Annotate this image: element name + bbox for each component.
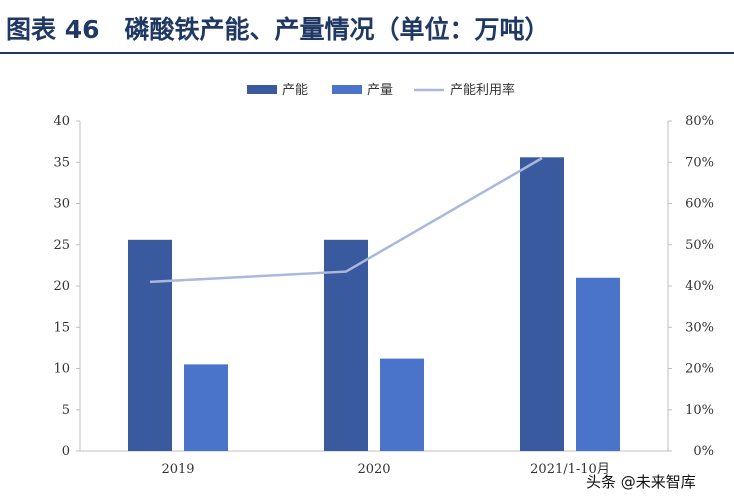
watermark: 头条 @未来智库 [586, 473, 696, 491]
y-tick-label: 20 [53, 279, 70, 294]
y-tick-label: 40 [53, 114, 70, 129]
title-underline [0, 52, 734, 54]
y2-tick-label: 80% [685, 114, 714, 129]
legend-label-rate: 产能利用率 [450, 82, 515, 98]
y2-tick-label: 70% [685, 155, 714, 170]
bar-output [576, 277, 620, 451]
legend-swatch-output [332, 85, 362, 94]
y-tick-label: 25 [53, 238, 70, 253]
y-tick-label: 30 [53, 197, 70, 212]
y2-tick-label: 50% [685, 238, 714, 253]
bar-capacity [128, 239, 172, 451]
bar-capacity [324, 239, 368, 451]
y2-tick-label: 0% [693, 444, 714, 459]
x-tick-label: 2019 [161, 462, 194, 477]
legend-label-output: 产量 [367, 83, 393, 98]
x-tick-label: 2020 [357, 462, 390, 477]
legend-swatch-capacity [247, 85, 277, 94]
bar-output [184, 364, 228, 451]
y-tick-label: 5 [62, 403, 70, 418]
y2-tick-label: 10% [685, 403, 714, 418]
bar-capacity [520, 157, 564, 452]
y-tick-label: 10 [53, 362, 70, 377]
y2-tick-label: 20% [685, 362, 714, 377]
y2-tick-label: 60% [685, 197, 714, 212]
y2-tick-label: 30% [685, 320, 714, 335]
legend-label-capacity: 产能 [282, 83, 308, 98]
y-tick-label: 0 [62, 444, 70, 459]
x-tick-label: 2021/1-10月 [530, 462, 610, 477]
y-tick-label: 35 [53, 155, 70, 170]
y-tick-label: 15 [53, 320, 70, 335]
y2-tick-label: 40% [685, 279, 714, 294]
bar-output [380, 358, 424, 451]
chart-title: 图表 46 磷酸铁产能、产量情况（单位：万吨） [6, 15, 550, 44]
